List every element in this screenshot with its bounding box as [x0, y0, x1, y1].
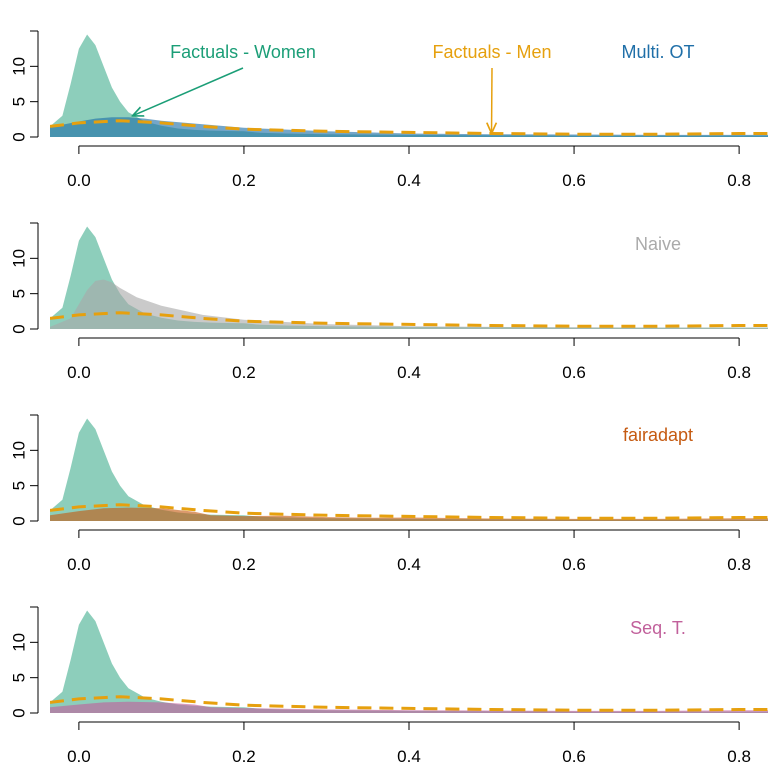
x-tick-label: 0.0 [67, 171, 91, 190]
panel-3: 0 5 10 0.0 0.2 0.4 0.6 0.8 fairadapt [9, 414, 768, 574]
x-tick-label: 0.0 [67, 363, 91, 382]
annotation-label: Factuals - Men [432, 42, 551, 62]
x-tick-label: 0.8 [727, 555, 751, 574]
y-tick-label: 5 [9, 97, 28, 106]
x-tick-label: 0.2 [232, 747, 256, 766]
y-tick-label: 5 [9, 673, 28, 682]
panel-1: 0 5 10 0.0 0.2 0.4 0.6 0.8 Multi. OT Factuals - W… [9, 30, 768, 190]
annotation-arrow [133, 67, 244, 116]
series-line-factual-men [50, 503, 768, 520]
y-tick-label: 10 [9, 633, 28, 652]
x-tick-label: 0.4 [397, 747, 421, 766]
series-line-factual-men [50, 695, 768, 712]
x-tick-label: 0.4 [397, 363, 421, 382]
x-tick-label: 0.0 [67, 747, 91, 766]
panel-plot-area [50, 226, 768, 329]
x-tick-label: 0.6 [562, 747, 586, 766]
method-label: Multi. OT [621, 42, 694, 62]
x-tick-label: 0.4 [397, 555, 421, 574]
panel-4: 0 5 10 0.0 0.2 0.4 0.6 0.8 Seq. T. [9, 606, 768, 766]
y-tick-label: 10 [9, 441, 28, 460]
x-tick-label: 0.8 [727, 171, 751, 190]
series-area-counterfactual [50, 117, 768, 137]
method-label: fairadapt [623, 425, 693, 445]
x-tick-label: 0.0 [67, 555, 91, 574]
y-tick-label: 0 [9, 516, 28, 525]
series-line-factual-men [50, 311, 768, 328]
y-tick-label: 10 [9, 249, 28, 268]
x-tick-label: 0.6 [562, 171, 586, 190]
panel-plot-area [50, 610, 768, 713]
x-tick-label: 0.2 [232, 363, 256, 382]
x-tick-label: 0.6 [562, 363, 586, 382]
panel-2: 0 5 10 0.0 0.2 0.4 0.6 0.8 Naive [9, 222, 768, 382]
x-tick-label: 0.2 [232, 555, 256, 574]
y-tick-label: 0 [9, 324, 28, 333]
y-tick-label: 10 [9, 57, 28, 76]
y-tick-label: 0 [9, 132, 28, 141]
method-label: Naive [635, 234, 681, 254]
y-tick-label: 0 [9, 708, 28, 717]
panel-plot-area [50, 418, 768, 521]
series-line-factual-men [50, 119, 768, 136]
panel-plot-area [50, 34, 768, 137]
y-tick-label: 5 [9, 289, 28, 298]
x-tick-label: 0.6 [562, 555, 586, 574]
series-area-counterfactual [50, 279, 768, 329]
method-label: Seq. T. [630, 618, 686, 638]
x-tick-label: 0.8 [727, 747, 751, 766]
series-area-counterfactual [50, 701, 768, 713]
x-tick-label: 0.4 [397, 171, 421, 190]
x-tick-label: 0.8 [727, 363, 751, 382]
series-area-counterfactual [50, 507, 768, 521]
x-tick-label: 0.2 [232, 171, 256, 190]
y-tick-label: 5 [9, 481, 28, 490]
annotation-label: Factuals - Women [170, 42, 316, 62]
